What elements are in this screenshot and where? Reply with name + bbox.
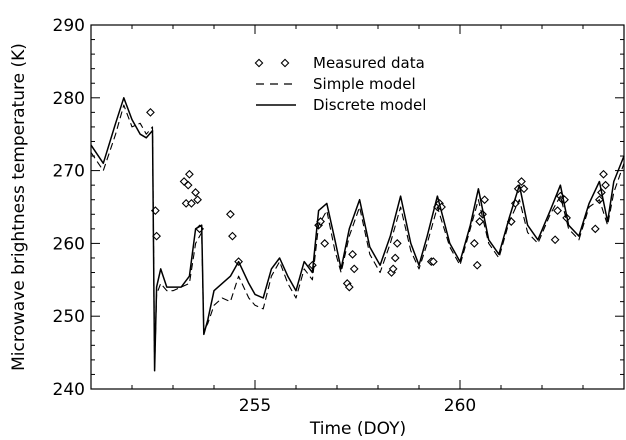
measured-data-point: [390, 253, 400, 263]
measured-data-point: [599, 169, 608, 179]
y-tick-label: 240: [53, 380, 85, 400]
y-tick-label: 280: [53, 89, 85, 109]
measured-data-point: [146, 107, 155, 117]
measured-data-point: [187, 198, 196, 208]
measured-data-point: [226, 209, 235, 219]
measured-data-point: [428, 257, 438, 266]
measured-data-point: [469, 239, 479, 248]
legend: Measured data Simple model Discrete mode…: [254, 54, 426, 114]
plot-frame: [90, 24, 625, 390]
measured-data-point: [344, 282, 354, 292]
measured-data-point: [478, 209, 487, 219]
measured-data-point: [590, 224, 600, 234]
measured-data-point: [193, 195, 202, 205]
x-tick-label: 260: [444, 396, 476, 416]
measured-data-point: [472, 260, 482, 270]
y-tick-label: 260: [53, 234, 85, 254]
measured-data-point: [480, 195, 489, 205]
y-tick-label: 250: [53, 307, 85, 327]
measured-data-point: [601, 180, 610, 190]
legend-label-measured: Measured data: [313, 54, 425, 72]
legend-symbol-measured-2: [280, 58, 290, 68]
measured-data-point: [553, 206, 562, 216]
measured-data-point: [388, 264, 398, 274]
measured-data-point: [152, 231, 161, 241]
y-tick-label: 290: [53, 16, 85, 36]
measured-data-point: [191, 188, 200, 197]
legend-label-discrete: Discrete model: [313, 96, 426, 114]
axis-ticks: 240 250 260 270 280 290 255 260: [53, 16, 625, 416]
simple-model-line: [90, 104, 625, 368]
measured-data-point: [228, 231, 237, 241]
measured-data-point: [517, 177, 526, 186]
measured-data-point: [320, 239, 330, 248]
discrete-model-line: [90, 97, 625, 372]
measured-data-point: [550, 235, 560, 245]
series-layer: [90, 97, 625, 372]
y-tick-label: 270: [53, 162, 85, 182]
measured-data-point: [349, 264, 359, 274]
measured-data-point: [392, 239, 402, 248]
measured-data-point: [519, 184, 529, 194]
measured-data-point: [475, 217, 485, 226]
legend-symbol-measured-1: [254, 58, 264, 68]
measured-data-point: [183, 180, 193, 190]
y-axis-title: Microwave brightness temperature (K): [9, 43, 29, 371]
measured-data-point: [348, 249, 357, 259]
legend-label-simple: Simple model: [313, 75, 416, 93]
x-axis-title: Time (DOY): [309, 419, 406, 439]
measured-data-point: [185, 169, 194, 179]
x-tick-label: 255: [239, 396, 271, 416]
